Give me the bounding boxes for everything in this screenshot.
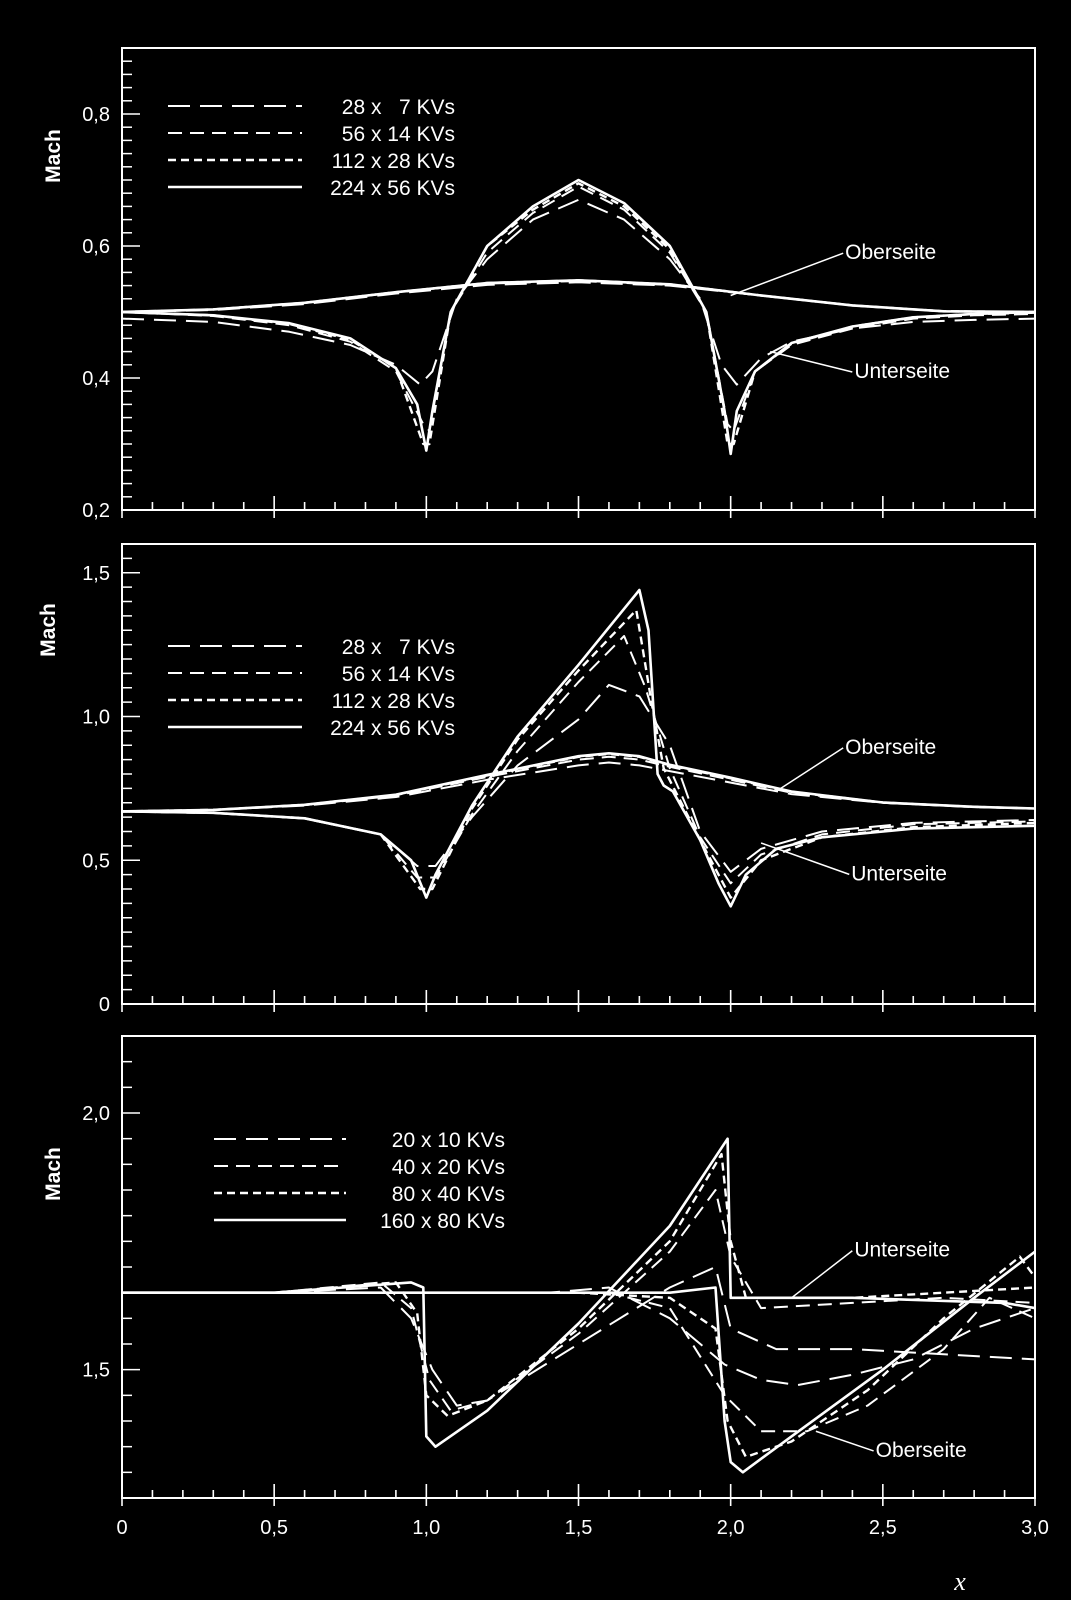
x-tick-label: 0 xyxy=(116,1517,127,1539)
series-line-1-ober xyxy=(122,1266,1035,1407)
annotation-leader xyxy=(815,1430,874,1452)
y-tick-label: 0,4 xyxy=(82,368,110,390)
y-axis-label: Mach xyxy=(37,603,60,657)
annotation-leader xyxy=(760,842,850,876)
y-tick-label: 0,5 xyxy=(82,850,110,872)
y-tick-label: 1,0 xyxy=(82,707,110,729)
chart-panel-3: 1,5 2,0 Mach 20 x 10 KVs 40 x 20 KVs 80 x 40 … xyxy=(42,1035,1036,1506)
series-line-4-unter xyxy=(122,1250,1035,1474)
plot-frame xyxy=(121,1035,1036,1499)
series-line-4-ober xyxy=(122,279,1035,314)
chart-panel-2: 0 0,5 1,0 1,5 Mach 28 x 7 KVs 56 x 14 KVs 112 x… xyxy=(37,543,1036,1016)
legend: 20 x 10 KVs 40 x 20 KVs 80 x 40 KVs 160 x 8… xyxy=(214,1129,505,1233)
series-line-4-unter xyxy=(122,178,1035,456)
annotation-leader xyxy=(791,1250,853,1299)
y-tick-label: 2,0 xyxy=(82,1103,110,1125)
y-tick-label: 0,8 xyxy=(82,104,110,126)
annotation-leader xyxy=(770,350,853,373)
series-line-3-unter xyxy=(122,182,1035,446)
legend: 28 x 7 KVs 56 x 14 KVs 112 x 28 KVs 224 x 5… xyxy=(168,96,455,200)
series-line-2-ober xyxy=(122,1189,1035,1412)
series-line-4-unter xyxy=(122,588,1035,908)
series-line-4-ober xyxy=(122,1137,1035,1448)
annotation-label: Unterseite xyxy=(854,1239,950,1262)
series-line-1-ober xyxy=(122,281,1035,313)
legend: 28 x 7 KVs 56 x 14 KVs 112 x 28 KVs 224 x 5… xyxy=(168,636,455,740)
x-tick-label: 0,5 xyxy=(260,1517,288,1539)
x-tick-label: 3,0 xyxy=(1021,1517,1049,1539)
annotation-label: Oberseite xyxy=(845,241,936,264)
y-tick-label: 1,5 xyxy=(82,563,110,585)
series-line-1-unter xyxy=(122,683,1035,873)
x-tick-label: 1,5 xyxy=(565,1517,593,1539)
legend-label: 20 x 10 KVs xyxy=(392,1129,505,1152)
chart-panel-1: 0,2 0,4 0,6 0,8 Mach 28 x 7 KVs 56 x 14 KVs 112… xyxy=(42,47,1036,522)
series-line-1-unter xyxy=(122,198,1035,386)
x-tick-label: 2,0 xyxy=(717,1517,745,1539)
y-tick-label: 0,2 xyxy=(82,500,110,522)
legend-label: 56 x 14 KVs xyxy=(342,123,455,146)
series-line-2-unter xyxy=(122,185,1035,432)
curves xyxy=(122,178,1035,456)
legend-label: 40 x 20 KVs xyxy=(392,1156,505,1179)
annotation-label: Unterseite xyxy=(854,360,950,383)
legend-label: 112 x 28 KVs xyxy=(332,150,455,173)
x-axis-label: x xyxy=(953,1567,966,1596)
y-tick-label: 0,6 xyxy=(82,236,110,258)
y-axis-label: Mach xyxy=(42,129,65,183)
x-tick-label: 2,5 xyxy=(869,1517,897,1539)
annotation-label: Oberseite xyxy=(845,736,936,759)
y-axis-label: Mach xyxy=(42,1147,65,1201)
annotation-leader xyxy=(730,252,844,297)
y-tick-label: 1,5 xyxy=(82,1360,110,1382)
annotation-label: Oberseite xyxy=(876,1439,967,1462)
series-line-4-ober xyxy=(122,752,1035,813)
legend-label: 80 x 40 KVs xyxy=(392,1183,505,1206)
legend-label: 160 x 80 KVs xyxy=(380,1210,505,1233)
curves xyxy=(122,588,1035,908)
legend-label: 28 x 7 KVs xyxy=(342,96,455,119)
legend-label: 28 x 7 KVs xyxy=(342,636,455,659)
curves xyxy=(122,1137,1035,1474)
legend-label: 224 x 56 KVs xyxy=(330,717,455,740)
y-tick-label: 0 xyxy=(99,994,110,1016)
annotation-leader xyxy=(775,747,844,792)
series-line-1-unter xyxy=(122,1286,1035,1387)
x-tick-label: 1,0 xyxy=(412,1517,440,1539)
legend-label: 112 x 28 KVs xyxy=(332,690,455,713)
plot-frame xyxy=(121,543,1036,1005)
legend-label: 56 x 14 KVs xyxy=(342,663,455,686)
annotation-label: Unterseite xyxy=(851,862,947,885)
legend-label: 224 x 56 KVs xyxy=(330,177,455,200)
